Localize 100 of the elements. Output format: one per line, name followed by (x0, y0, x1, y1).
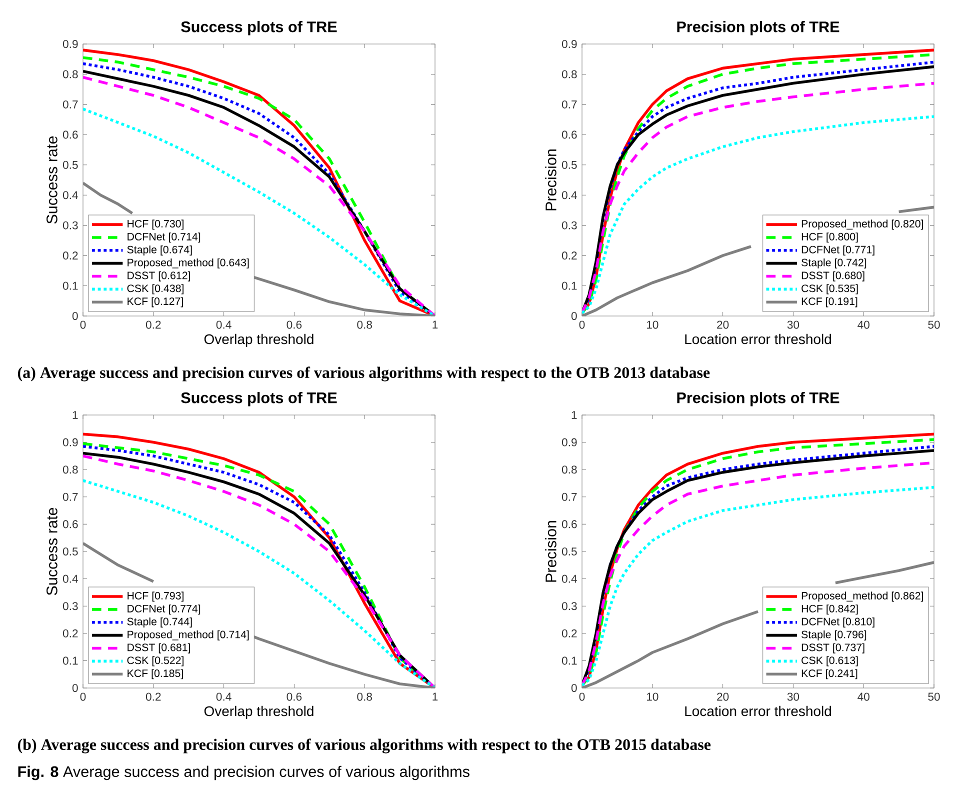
y-tick-label: 0.3 (62, 602, 78, 610)
y-tick-label: 0.3 (562, 221, 577, 230)
y-tick-label: 0.1 (562, 656, 577, 665)
y-tick-label: 0 (571, 684, 577, 692)
legend-label: HCF [0.842] (802, 604, 858, 615)
y-tick-label: 1 (72, 411, 78, 419)
y-axis-title: Success rate (46, 508, 58, 596)
y-tick-label: 0.2 (562, 252, 577, 260)
x-tick-label: 40 (858, 320, 870, 329)
text: Fig. 8 Average success and precision curves of various algorithms (18, 766, 470, 780)
y-tick-label: 0.7 (562, 100, 577, 108)
legend-label: KCF [0.185] (128, 669, 183, 680)
x-tick-label: 0 (80, 692, 86, 701)
y-tick-label: 0.5 (62, 160, 78, 169)
x-axis-title: Overlap threshold (204, 706, 314, 719)
x-tick-label: 40 (858, 692, 870, 701)
x-tick-label: 10 (646, 692, 658, 701)
y-tick-label: 0.8 (562, 466, 577, 474)
y-tick-label: 0.5 (562, 547, 577, 556)
legend-label: DCFNet [0.774] (128, 604, 200, 615)
y-tick-label: 0.9 (562, 40, 577, 48)
text: (b) Average success and precision curves of various algorithms with respect to the OTB 2015 database (18, 738, 711, 754)
x-tick-label: 10 (646, 320, 658, 329)
legend-label: KCF [0.241] (802, 669, 858, 680)
y-tick-label: 0.4 (562, 191, 577, 200)
legend-label: Staple [0.796] (802, 630, 866, 640)
x-tick-label: 20 (717, 692, 729, 701)
y-tick-label: 0.2 (562, 629, 577, 638)
legend-label: KCF [0.191] (802, 297, 858, 308)
x-tick-label: 0.2 (146, 692, 161, 701)
legend-label: HCF [0.730] (128, 220, 184, 230)
x-tick-label: 30 (787, 692, 800, 701)
y-tick-label: 0.3 (562, 602, 577, 610)
y-tick-label: 0.6 (562, 130, 577, 139)
legend-label: DSST [0.737] (802, 643, 864, 654)
chart-title: Precision plots of TRE (677, 21, 840, 36)
y-tick-label: 0.1 (62, 656, 78, 665)
legend-label: Staple [0.674] (127, 246, 192, 256)
y-tick-label: 0.6 (62, 130, 78, 139)
x-tick-label: 0.8 (357, 320, 372, 329)
x-tick-label: 0 (579, 692, 585, 701)
y-tick-label: 0.2 (62, 629, 78, 638)
x-tick-label: 1 (432, 692, 438, 700)
y-tick-label: 0.9 (562, 438, 577, 446)
chart-title: Success plots of TRE (181, 21, 337, 36)
x-tick-label: 0.6 (286, 692, 302, 701)
y-axis-title: Precision (545, 149, 556, 210)
legend-label: CSK [0.438] (127, 284, 184, 294)
legend-label: DCFNet [0.714] (128, 232, 200, 243)
legend-label: Proposed_method [0.862] (802, 592, 923, 602)
legend-label: Proposed_method [0.714] (128, 630, 249, 640)
text: (a) Average success and precision curves of various algorithms with respect to the OTB 2013 database (18, 366, 710, 382)
x-tick-label: 0.8 (357, 692, 372, 701)
chart-title: Precision plots of TRE (677, 392, 840, 406)
legend-label: Proposed_method [0.643] (128, 258, 249, 268)
x-tick-label: 30 (787, 320, 800, 329)
legend-label: HCF [0.800] (802, 232, 858, 243)
y-tick-label: 0.2 (62, 252, 78, 260)
y-tick-label: 0.6 (62, 520, 78, 528)
y-tick-label: 1 (572, 411, 577, 419)
y-tick-label: 0.8 (62, 466, 78, 474)
legend-label: DCFNet [0.810] (802, 618, 874, 628)
y-tick-label: 0.4 (62, 574, 78, 583)
y-tick-label: 0.1 (62, 282, 78, 290)
x-tick-label: 0 (80, 320, 86, 329)
legend-label: CSK [0.535] (802, 284, 858, 294)
legend-label: Proposed_method [0.820] (802, 220, 923, 230)
y-tick-label: 0 (72, 684, 78, 692)
x-axis-title: Location error threshold (685, 334, 831, 344)
x-tick-label: 50 (928, 692, 940, 701)
y-tick-label: 0.5 (62, 547, 78, 556)
legend-label: Staple [0.742] (802, 258, 866, 268)
legend-label: DSST [0.612] (128, 271, 190, 282)
y-tick-label: 0.7 (62, 100, 78, 108)
x-tick-label: 20 (717, 320, 729, 329)
y-tick-label: 0.3 (62, 221, 78, 230)
y-tick-label: 0.4 (62, 191, 78, 200)
y-tick-label: 0.1 (562, 282, 577, 290)
y-tick-label: 0.8 (562, 70, 577, 78)
legend-label: DSST [0.680] (802, 271, 864, 282)
x-tick-label: 0.2 (146, 320, 161, 329)
legend-label: KCF [0.127] (128, 297, 183, 308)
y-tick-label: 0.9 (62, 438, 78, 446)
y-tick-label: 0.8 (62, 70, 78, 78)
x-tick-label: 0.6 (286, 320, 302, 329)
x-tick-label: 1 (432, 320, 438, 328)
y-tick-label: 0.9 (62, 40, 78, 48)
legend-label: CSK [0.613] (802, 656, 858, 666)
x-tick-label: 0 (579, 320, 585, 329)
x-axis-title: Overlap threshold (204, 334, 314, 347)
x-tick-label: 50 (928, 320, 940, 329)
legend-label: Staple [0.744] (127, 618, 192, 628)
legend-label: DSST [0.681] (128, 643, 190, 654)
y-tick-label: 0.4 (562, 574, 577, 583)
y-tick-label: 0.5 (562, 160, 577, 169)
legend-label: HCF [0.793] (128, 592, 184, 602)
y-axis-title: Success rate (46, 136, 58, 224)
y-tick-label: 0.7 (62, 492, 78, 501)
x-axis-title: Location error threshold (685, 706, 831, 716)
y-tick-label: 0.7 (562, 492, 577, 501)
